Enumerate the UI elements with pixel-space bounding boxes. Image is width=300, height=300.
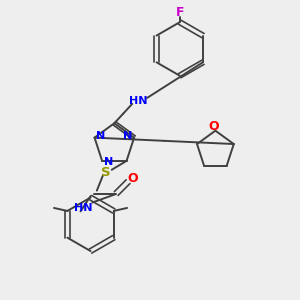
Text: N: N bbox=[104, 158, 113, 167]
Text: HN: HN bbox=[129, 96, 147, 106]
Text: F: F bbox=[176, 6, 184, 19]
Text: HN: HN bbox=[74, 203, 93, 213]
Text: N: N bbox=[123, 131, 132, 141]
Text: N: N bbox=[97, 131, 106, 141]
Text: O: O bbox=[127, 172, 138, 185]
Text: O: O bbox=[208, 120, 219, 133]
Text: S: S bbox=[101, 166, 111, 179]
